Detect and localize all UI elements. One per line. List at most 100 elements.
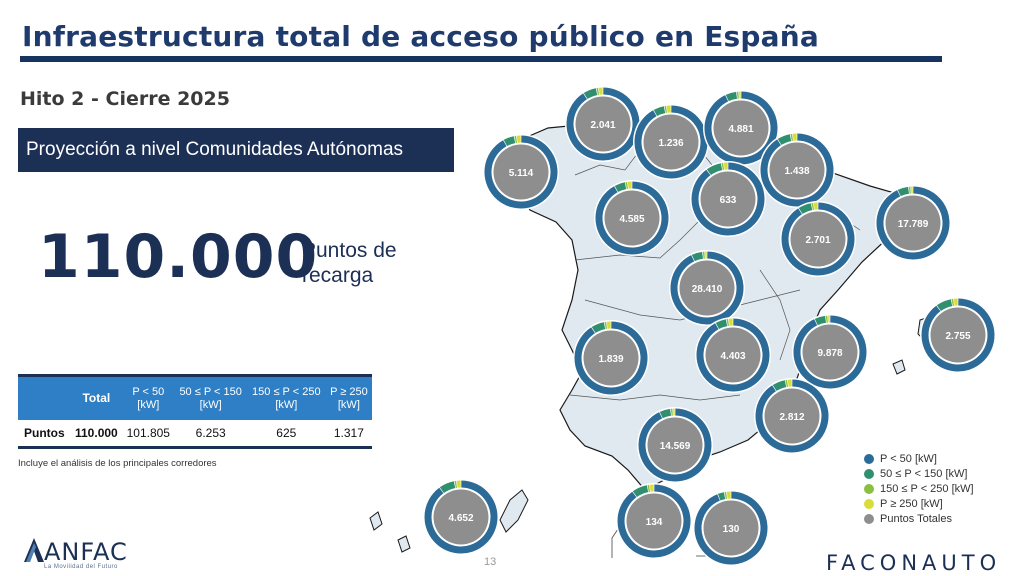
kpi-value: 110.000 bbox=[38, 222, 319, 292]
donut-segment bbox=[897, 186, 910, 197]
donut-segment bbox=[614, 182, 627, 193]
donut-segment bbox=[814, 315, 827, 326]
donut-value-label: 4.881 bbox=[728, 124, 753, 135]
donut-value-label: 1.839 bbox=[598, 354, 623, 365]
projection-banner: Proyección a nivel Comunidades Autónomas bbox=[18, 128, 454, 172]
donut-segment bbox=[595, 181, 669, 255]
region-border bbox=[759, 269, 791, 361]
chart-legend: P < 50 [kW] 50 ≤ P < 150 [kW] 150 ≤ P < … bbox=[864, 451, 974, 526]
legend-label: 50 ≤ P < 150 [kW] bbox=[880, 467, 968, 480]
donut-segment bbox=[653, 106, 666, 117]
table-header-cell: P < 50 [kW] bbox=[122, 376, 174, 421]
kpi-label-line1: Puntos de bbox=[302, 239, 397, 262]
table-note: Incluye el análisis de los principales c… bbox=[18, 458, 217, 469]
donut-value-label: 17.789 bbox=[898, 219, 929, 230]
total-points-circle bbox=[885, 195, 941, 251]
donut-value-label: 5.114 bbox=[509, 168, 534, 179]
total-points-circle bbox=[643, 114, 699, 170]
total-points-circle bbox=[433, 489, 489, 545]
table-header-row: Total P < 50 [kW] 50 ≤ P < 150 [kW] 150 ≤ … bbox=[18, 375, 372, 421]
header-unit: [kW] bbox=[199, 398, 222, 411]
canary-island-west bbox=[369, 511, 383, 531]
legend-label: 150 ≤ P < 250 [kW] bbox=[880, 482, 974, 495]
region-donut: 2.041 bbox=[565, 86, 641, 162]
legend-item: Puntos Totales bbox=[864, 511, 974, 526]
region-donut: 130 bbox=[693, 490, 769, 566]
donut-value-label: 2.755 bbox=[945, 331, 970, 342]
donut-segment bbox=[793, 315, 867, 389]
total-points-circle bbox=[713, 100, 769, 156]
donut-segment bbox=[717, 492, 726, 501]
region-donut: 2.701 bbox=[780, 201, 856, 277]
donut-segment bbox=[439, 481, 456, 494]
donut-segment bbox=[694, 491, 768, 565]
region-donut: 28.410 bbox=[669, 250, 745, 326]
region-donuts: 5.114 2.041 1.236 4.881 1.438 633 4.585 2.701 17… bbox=[423, 86, 996, 566]
total-points-circle bbox=[647, 417, 703, 473]
donut-segment bbox=[691, 251, 704, 262]
kpi-label-line2: recarga bbox=[302, 264, 374, 287]
donut-value-label: 4.585 bbox=[619, 214, 644, 225]
region-donut: 134 bbox=[616, 483, 692, 559]
donut-segment bbox=[659, 408, 672, 419]
total-points-circle bbox=[769, 142, 825, 198]
legend-swatch-p50 bbox=[864, 453, 874, 464]
donut-value-label: 2.812 bbox=[779, 412, 804, 423]
header-p250: 150 ≤ P < 250 bbox=[252, 385, 321, 398]
total-points-circle bbox=[700, 171, 756, 227]
region-donut: 4.652 bbox=[423, 479, 499, 555]
legend-item: P ≥ 250 [kW] bbox=[864, 496, 974, 511]
header-unit: [kW] bbox=[275, 398, 298, 411]
milestone-subtitle: Hito 2 - Cierre 2025 bbox=[20, 88, 230, 110]
legend-label: Puntos Totales bbox=[880, 512, 952, 525]
total-points-circle bbox=[679, 260, 735, 316]
region-donut: 633 bbox=[690, 161, 766, 237]
donut-segment bbox=[634, 105, 708, 179]
region-donut: 1.839 bbox=[573, 320, 649, 396]
canary-island-east bbox=[499, 489, 529, 533]
region-donut: 14.569 bbox=[637, 407, 713, 483]
donut-value-label: 633 bbox=[720, 195, 737, 206]
total-points-circle bbox=[583, 330, 639, 386]
legend-label: P < 50 [kW] bbox=[880, 452, 937, 465]
table-header-cell: P ≥ 250 [kW] bbox=[326, 376, 372, 421]
donut-segment bbox=[760, 133, 834, 207]
cell-p50: 101.805 bbox=[126, 426, 170, 440]
donut-segment bbox=[670, 251, 744, 325]
total-points-circle bbox=[764, 388, 820, 444]
donut-value-label: 4.403 bbox=[720, 351, 745, 362]
header-total: Total bbox=[82, 391, 111, 405]
donut-segment bbox=[755, 379, 829, 453]
donut-segment bbox=[706, 163, 723, 176]
legend-item: 50 ≤ P < 150 [kW] bbox=[864, 466, 974, 481]
donut-segment bbox=[632, 485, 649, 498]
total-points-circle bbox=[930, 307, 986, 363]
header-unit: [kW] bbox=[137, 398, 160, 411]
total-points-circle bbox=[575, 96, 631, 152]
donut-segment bbox=[691, 162, 765, 236]
donut-segment bbox=[725, 91, 738, 102]
region-donut: 2.812 bbox=[754, 378, 830, 454]
donut-segment bbox=[777, 134, 792, 146]
region-donut: 9.878 bbox=[792, 314, 868, 390]
total-points-circle bbox=[802, 324, 858, 380]
donut-value-label: 28.410 bbox=[692, 284, 723, 295]
anfac-tagline: La Movilidad del Futuro bbox=[44, 564, 118, 570]
region-donut: 5.114 bbox=[483, 134, 559, 210]
total-points-circle bbox=[705, 327, 761, 383]
donut-segment bbox=[798, 203, 813, 215]
region-donut: 1.236 bbox=[633, 104, 709, 180]
donut-segment bbox=[424, 480, 498, 554]
donut-value-label: 9.878 bbox=[817, 348, 842, 359]
anfac-wordmark: ANFAC bbox=[44, 538, 128, 566]
donut-segment bbox=[484, 135, 558, 209]
canary-island-south bbox=[397, 535, 411, 553]
region-donut: 2.755 bbox=[920, 297, 996, 373]
donut-segment bbox=[591, 322, 606, 334]
region-donut: 17.789 bbox=[875, 185, 951, 261]
cell-p250plus: 1.317 bbox=[333, 426, 364, 440]
legend-swatch-total bbox=[864, 513, 874, 524]
table-header-cell: 50 ≤ P < 150 [kW] bbox=[174, 376, 246, 421]
region-donut: 4.585 bbox=[594, 180, 670, 256]
donut-segment bbox=[715, 319, 728, 330]
